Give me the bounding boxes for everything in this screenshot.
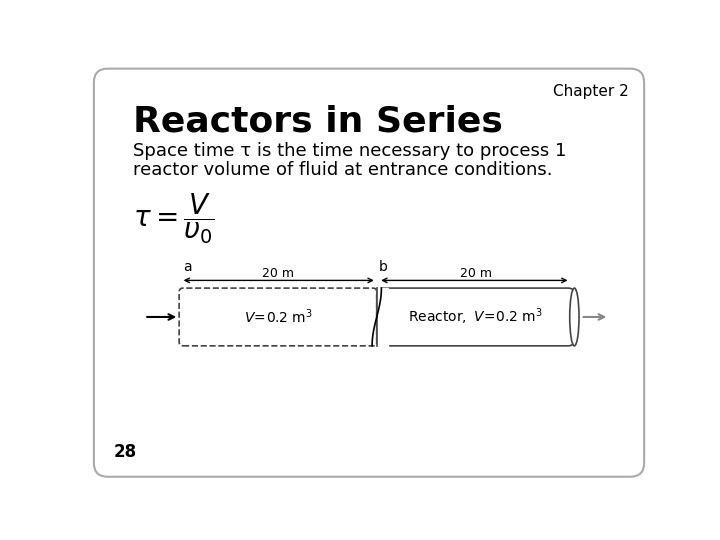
Text: a: a [183, 260, 192, 274]
Text: 20 m: 20 m [262, 267, 294, 280]
Text: $\tau = \dfrac{V}{\upsilon_0}$: $\tau = \dfrac{V}{\upsilon_0}$ [132, 192, 215, 246]
Text: reactor volume of fluid at entrance conditions.: reactor volume of fluid at entrance cond… [132, 161, 552, 179]
FancyBboxPatch shape [377, 288, 575, 346]
Text: b: b [378, 260, 387, 274]
Text: 28: 28 [113, 443, 136, 461]
Text: $\mathrm{Reactor,}\ V\!=\!0.2\ \mathrm{m}^3$: $\mathrm{Reactor,}\ V\!=\!0.2\ \mathrm{m… [408, 307, 543, 327]
FancyBboxPatch shape [179, 288, 377, 346]
Text: Space time τ is the time necessary to process 1: Space time τ is the time necessary to pr… [132, 142, 566, 160]
Text: $V\!=\!0.2\ \mathrm{m}^3$: $V\!=\!0.2\ \mathrm{m}^3$ [243, 308, 312, 326]
Text: Reactors in Series: Reactors in Series [132, 105, 503, 139]
Ellipse shape [570, 288, 579, 346]
Text: 20 m: 20 m [459, 267, 492, 280]
Bar [377, 288, 388, 346]
Text: Chapter 2: Chapter 2 [553, 84, 629, 99]
FancyBboxPatch shape [94, 69, 644, 477]
